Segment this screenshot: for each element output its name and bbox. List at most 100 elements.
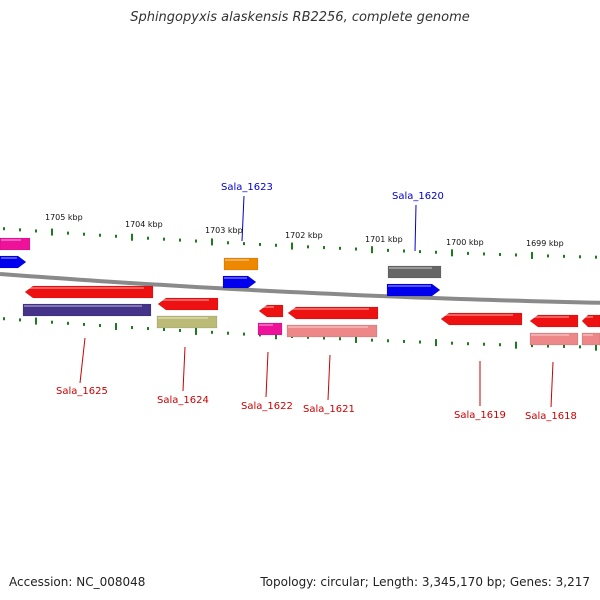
gene-feature-red-edge-highlight [583,316,593,318]
gene-feature-pink-edge[interactable] [581,332,600,346]
scale-tick [579,255,581,259]
gene-feature-sala-1620-gray-highlight [389,267,432,269]
leader-line [550,361,554,408]
scale-tick [83,322,85,326]
scale-tick [3,317,5,321]
scale-tick [403,339,405,343]
gene-label-sala-1625[interactable]: Sala_1625 [56,386,108,397]
scale-tick [3,227,5,231]
gene-label-sala-1620[interactable]: Sala_1620 [392,191,444,202]
scale-tick [131,326,133,330]
scale-label-1700: 1700 kbp [446,238,484,247]
gene-feature-sala-1619-red-highlight [442,314,513,316]
scale-tick [291,242,293,250]
scale-tick [259,242,261,246]
gene-feature-sala-1618-pink-highlight [531,334,569,336]
gene-label-sala-1624[interactable]: Sala_1624 [157,395,209,406]
scale-tick [163,328,165,332]
scale-tick [595,343,597,351]
scale-tick [115,234,117,238]
scale-tick [227,241,229,245]
gene-feature-sala-1623-orange[interactable] [223,257,259,271]
gene-feature-sala-1621-red[interactable] [287,306,379,320]
scale-tick [211,330,213,334]
scale-tick [355,247,357,251]
scale-tick [35,229,37,233]
leader-line [79,337,86,384]
scale-tick [547,254,549,258]
gene-feature-pink-edge-highlight [583,334,593,336]
scale-tick [467,251,469,255]
scale-tick [419,250,421,254]
gene-label-sala-1621[interactable]: Sala_1621 [303,404,355,415]
gene-label-sala-1619[interactable]: Sala_1619 [454,410,506,421]
scale-tick [195,327,197,335]
gene-feature-sala-1622-magenta[interactable] [257,322,283,336]
leader-line [241,195,245,242]
gene-feature-sala-1623-blue-highlight [224,277,247,279]
gene-feature-sala-1622-red[interactable] [258,304,284,318]
leader-line [182,346,186,392]
gene-feature-sala-1620-gray[interactable] [387,265,442,279]
gene-feature-sala-1624-olive-highlight [158,317,208,319]
scale-tick [371,338,373,342]
gene-feature-sala-1620-blue[interactable] [386,283,441,297]
scale-tick [211,238,213,246]
gene-feature-red-edge[interactable] [581,314,600,328]
scale-tick [243,332,245,336]
scale-tick [339,337,341,341]
gene-feature-sala-1618-red[interactable] [529,314,579,328]
label-leader-lines [79,195,554,408]
scale-tick [243,242,245,246]
gene-feature-sala-1622-red-highlight [260,306,274,308]
scale-tick [67,321,69,325]
gene-feature-sala-1624-olive[interactable] [156,315,218,329]
scale-tick [323,246,325,250]
gene-feature-sala-1618-pink[interactable] [529,332,579,346]
scale-tick [451,249,453,257]
gene-feature-magenta-edge-highlight [1,239,21,241]
scale-tick [387,248,389,252]
gene-label-sala-1622[interactable]: Sala_1622 [241,401,293,412]
scale-label-1701: 1701 kbp [365,235,403,244]
scale-ticks-inner [3,317,597,351]
scale-tick [99,323,101,327]
gene-feature-blue-edge[interactable] [0,255,27,269]
scale-tick [579,345,581,349]
scale-label-1702: 1702 kbp [285,231,323,240]
gene-feature-sala-1623-blue[interactable] [222,275,257,289]
gene-feature-sala-1624-red[interactable] [157,297,219,311]
gene-feature-sala-1621-pink-highlight [288,326,368,328]
gene-feature-sala-1623-orange-highlight [225,259,249,261]
scale-label-1699: 1699 kbp [526,239,564,248]
gene-feature-magenta-edge[interactable] [0,237,31,251]
scale-tick [531,344,533,348]
scale-tick [275,332,277,340]
gene-feature-sala-1619-red[interactable] [440,312,523,326]
scale-label-1704: 1704 kbp [125,220,163,229]
gene-feature-sala-1625-purple-highlight [24,305,142,307]
gene-label-sala-1623[interactable]: Sala_1623 [221,182,273,193]
scale-tick [515,253,517,257]
gene-feature-sala-1621-pink[interactable] [286,324,378,338]
scale-tick [387,339,389,343]
gene-features [0,237,600,346]
scale-tick [595,255,597,259]
scale-tick [515,341,517,349]
scale-tick [179,238,181,242]
scale-tick [403,249,405,253]
leader-line [327,354,331,401]
scale-tick [435,339,437,347]
leader-line [265,351,269,398]
scale-tick [499,343,501,347]
scale-labels: 1705 kbp 1704 kbp 1703 kbp 1702 kbp 1701… [45,213,564,248]
gene-feature-sala-1618-red-highlight [531,316,569,318]
scale-label-1703: 1703 kbp [205,226,243,235]
gene-feature-sala-1625-red[interactable] [24,285,154,299]
gene-feature-sala-1625-purple[interactable] [22,303,152,317]
scale-tick [163,237,165,241]
gene-label-sala-1618[interactable]: Sala_1618 [525,411,577,422]
scale-tick [275,243,277,247]
scale-tick [179,328,181,332]
scale-tick [51,320,53,324]
